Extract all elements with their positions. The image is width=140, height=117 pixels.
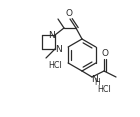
Text: HCl: HCl	[97, 84, 111, 93]
Text: N: N	[48, 31, 55, 40]
Text: O: O	[66, 9, 73, 18]
Text: H: H	[95, 78, 100, 87]
Text: N: N	[91, 75, 97, 84]
Text: O: O	[102, 49, 108, 58]
Text: HCl: HCl	[48, 60, 62, 69]
Text: N: N	[55, 44, 62, 53]
